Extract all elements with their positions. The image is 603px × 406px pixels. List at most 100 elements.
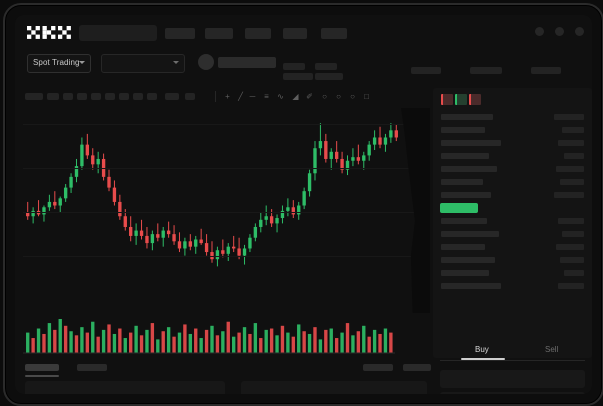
interval-button-8[interactable] (147, 93, 157, 100)
pair-select[interactable] (101, 54, 185, 73)
orderbook-size-2 (558, 140, 584, 146)
orderbook-size-11 (560, 257, 584, 263)
market-stat-4 (411, 67, 441, 74)
orderbook-panel[interactable] (433, 88, 592, 358)
price-input[interactable] (440, 370, 585, 388)
okx-logo[interactable] (27, 26, 71, 39)
orderbook-price-4 (441, 166, 497, 172)
market-stat-2 (315, 63, 337, 70)
trash-icon[interactable]: □ (364, 92, 369, 101)
wave-icon[interactable]: ∿ (277, 92, 284, 101)
orders-tab-3[interactable] (403, 364, 431, 371)
trendline-icon[interactable]: ╱ (238, 92, 243, 101)
orderbook-spread-row (440, 203, 478, 213)
horizontal-line-icon[interactable]: ─ (249, 92, 256, 101)
orderbook-size-6 (554, 192, 584, 198)
price-chart[interactable] (15, 108, 430, 313)
magnet-icon[interactable]: ○ (322, 92, 327, 101)
toolbar-divider (215, 91, 216, 102)
amount-input[interactable] (440, 392, 585, 394)
interval-button-0[interactable] (25, 93, 43, 100)
orderbook-price-8 (441, 218, 487, 224)
orderbook-price-11 (441, 257, 495, 263)
orderbook-size-9 (562, 231, 584, 237)
coin-avatar (198, 54, 214, 70)
orderbook-size-3 (564, 153, 584, 159)
bottom-panel-1[interactable] (241, 381, 427, 394)
orderbook-size-0 (554, 114, 584, 120)
orderbook-all-icon[interactable] (441, 94, 453, 105)
orderbook-bids-icon[interactable] (455, 94, 467, 105)
tab-sell[interactable]: Sell (545, 345, 559, 354)
measure-icon[interactable]: ◢ (292, 92, 299, 101)
interval-button-1[interactable] (47, 93, 59, 100)
bottom-panel-0[interactable] (25, 381, 225, 394)
orderbook-price-13 (441, 283, 501, 289)
orderbook-size-13 (558, 283, 584, 289)
orderbook-size-10 (556, 244, 584, 250)
chart-toolbar: + ╱ ─ ≡ ∿ ◢ ✐ ○ ○ ○ □ (15, 88, 430, 106)
market-stat-0 (283, 63, 305, 70)
grid-line (23, 168, 424, 169)
orderbook-price-1 (441, 127, 485, 133)
chevron-down-icon (79, 61, 85, 64)
market-stat-3 (315, 73, 343, 80)
interval-button-4[interactable] (91, 93, 101, 100)
grid-line (23, 256, 424, 257)
crosshair-icon[interactable]: + (225, 92, 230, 101)
notification-icon[interactable] (535, 27, 544, 36)
interval-button-6[interactable] (119, 93, 129, 100)
nav-item-3[interactable] (283, 28, 307, 39)
tab-active-underline (461, 358, 505, 360)
candlestick-series (26, 123, 398, 267)
orderbook-price-0 (441, 114, 493, 120)
right-column: Buy Sell (433, 88, 592, 394)
brush-icon[interactable]: ✐ (306, 92, 313, 101)
market-stat-5 (470, 67, 502, 74)
orderbook-price-10 (441, 244, 485, 250)
orders-tab-underline (25, 375, 59, 377)
orderbook-size-12 (564, 270, 584, 276)
interval-button-3[interactable] (77, 93, 87, 100)
interval-button-10[interactable] (185, 93, 195, 100)
trading-mode-label: Spot Trading (33, 58, 80, 67)
interval-button-2[interactable] (63, 93, 73, 100)
orderbook-asks-icon[interactable] (469, 94, 481, 105)
grid-line (23, 124, 424, 125)
pair-name (218, 57, 276, 68)
orders-tab-2[interactable] (363, 364, 393, 371)
nav-item-2[interactable] (245, 28, 271, 39)
orders-tab-0[interactable] (25, 364, 59, 371)
wallet-icon[interactable] (555, 27, 564, 36)
interval-button-9[interactable] (165, 93, 179, 100)
top-navbar (15, 15, 592, 48)
orderbook-price-3 (441, 153, 489, 159)
orderbook-price-2 (441, 140, 501, 146)
nav-item-4[interactable] (321, 28, 347, 39)
orderbook-size-5 (560, 179, 584, 185)
orderbook-price-9 (441, 231, 499, 237)
orderbook-price-6 (441, 192, 491, 198)
orders-tab-1[interactable] (77, 364, 107, 371)
fib-icon[interactable]: ≡ (264, 92, 269, 101)
lock-icon[interactable]: ○ (336, 92, 341, 101)
avatar-icon[interactable] (575, 27, 584, 36)
interval-button-7[interactable] (133, 93, 143, 100)
tablet-device-frame: Spot Trading + ╱ ─ ≡ ∿ ◢ ✐ ○ ○ ○ □ (3, 3, 603, 406)
trading-mode-select[interactable]: Spot Trading (27, 54, 91, 73)
volume-chart (15, 311, 430, 359)
orders-tabs (15, 359, 431, 379)
orderbook-size-1 (562, 127, 584, 133)
market-subbar: Spot Trading (15, 48, 592, 80)
orderbook-price-12 (441, 270, 489, 276)
nav-item-1[interactable] (205, 28, 233, 39)
orderbook-size-8 (558, 218, 584, 224)
chevron-down-icon (173, 61, 179, 64)
market-stat-1 (283, 73, 313, 80)
interval-button-5[interactable] (105, 93, 115, 100)
eye-icon[interactable]: ○ (350, 92, 355, 101)
orderbook-size-4 (556, 166, 584, 172)
search-input[interactable] (79, 25, 157, 41)
nav-item-0[interactable] (165, 28, 195, 39)
tab-buy[interactable]: Buy (475, 345, 489, 354)
